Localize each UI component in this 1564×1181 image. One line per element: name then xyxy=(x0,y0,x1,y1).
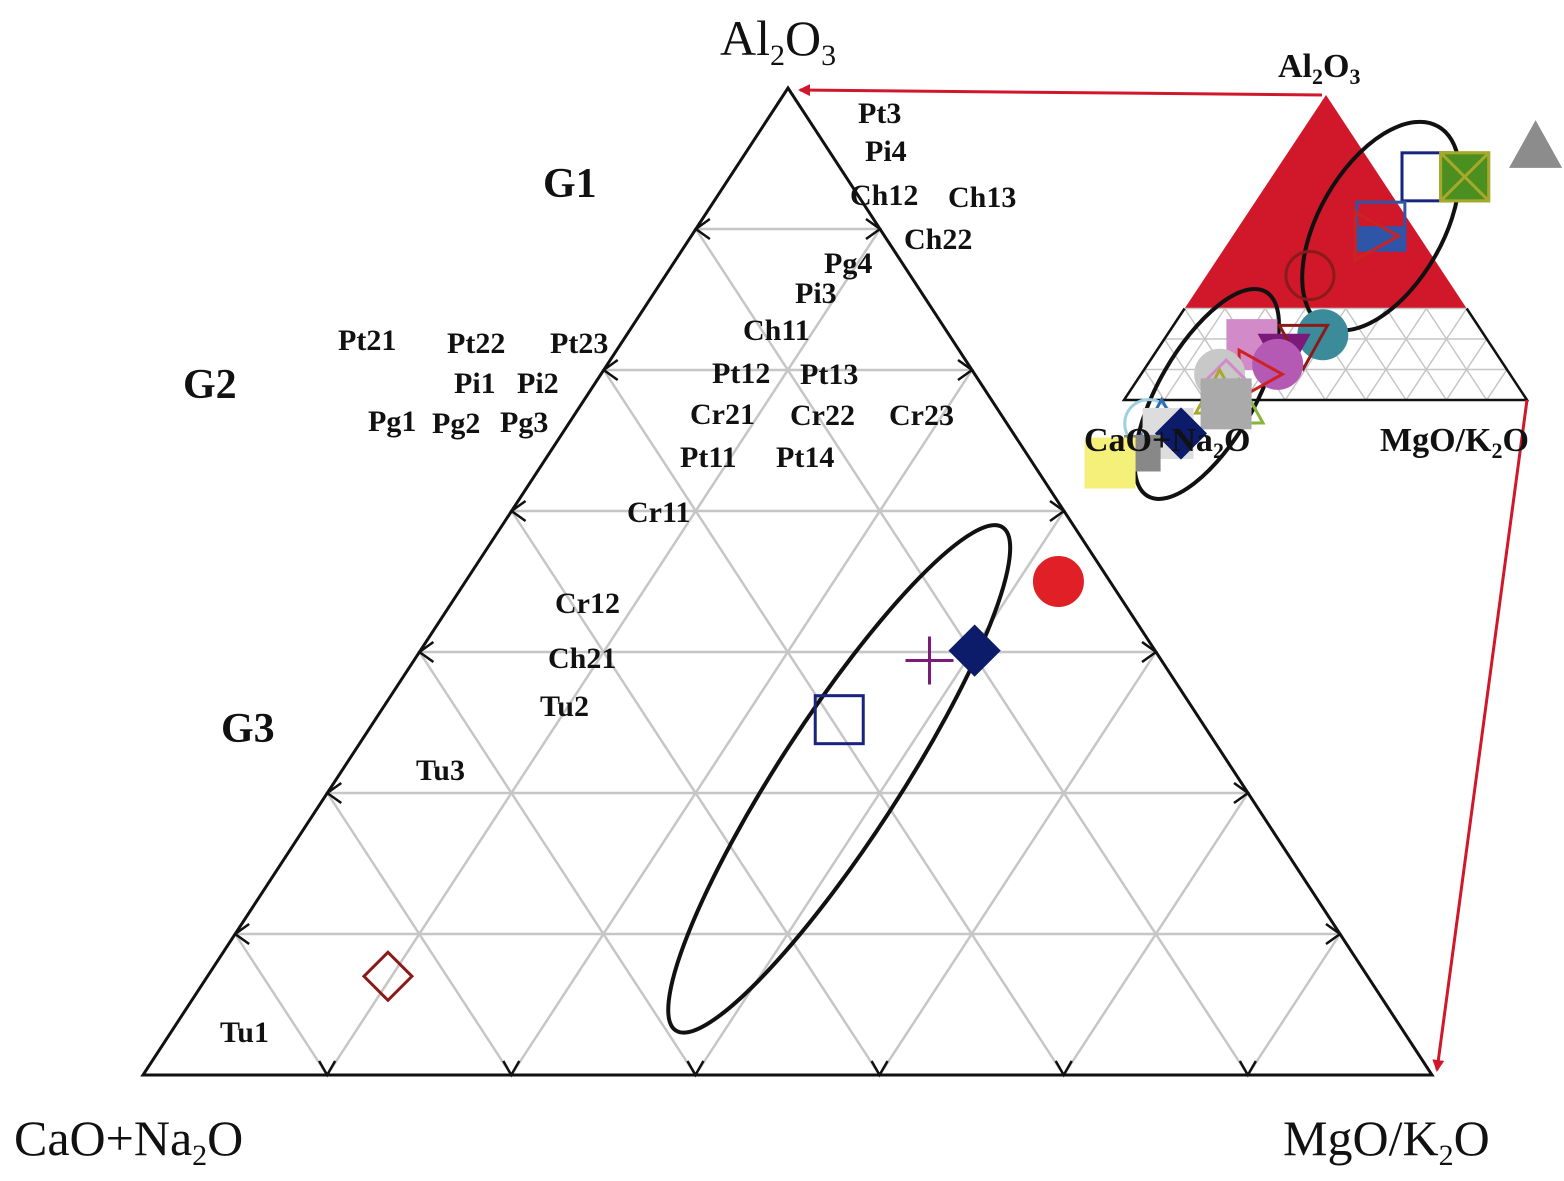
grid-lines xyxy=(234,227,1342,1076)
grid-line xyxy=(878,651,1158,1076)
point-label-ch13: Ch13 xyxy=(948,181,1016,214)
grid-line xyxy=(1246,933,1342,1076)
point-label-pt11: Pt11 xyxy=(680,441,737,474)
grid-line xyxy=(602,369,1065,1076)
point-label-ch12: Ch12 xyxy=(850,179,918,212)
point-label-tu1: Tu1 xyxy=(220,1016,269,1049)
inset-vertex-label-left: CaO+Na2O xyxy=(1084,422,1250,463)
point-pt11 xyxy=(1154,407,1208,460)
group-ellipse-g3 xyxy=(666,523,1013,1035)
point-label-pi1: Pi1 xyxy=(454,367,496,400)
point-label-pt23: Pt23 xyxy=(550,327,608,360)
arrow-to-mgo-k2o xyxy=(1432,399,1529,1072)
ternary-triangle-outline xyxy=(140,85,1435,1077)
point-cr12 xyxy=(1032,556,1084,607)
group-label-g2: G2 xyxy=(183,362,237,408)
group-label-g3: G3 xyxy=(221,706,275,752)
point-label-pg3: Pg3 xyxy=(500,406,548,439)
point-tu1 xyxy=(361,950,415,1003)
point-label-pt21: Pt21 xyxy=(338,324,396,357)
grid-line xyxy=(326,792,513,1076)
point-label-pi4: Pi4 xyxy=(865,135,907,168)
point-label-ch21: Ch21 xyxy=(548,642,616,675)
point-label-cr23: Cr23 xyxy=(889,399,954,432)
vertex-label-top: Al2O3 xyxy=(720,10,836,72)
inset-grid-line xyxy=(1163,308,1226,401)
point-tu2 xyxy=(905,636,954,685)
point-label-pt13: Pt13 xyxy=(800,358,858,391)
point-label-cr22: Cr22 xyxy=(790,399,855,432)
point-cr11 xyxy=(1084,437,1136,489)
inset-grid-line xyxy=(1163,338,1206,401)
vertex-label-right: MgO/K2O xyxy=(1283,1110,1490,1172)
inset-grid-line xyxy=(1425,308,1488,401)
point-tu3 xyxy=(813,694,865,746)
point-label-tu2: Tu2 xyxy=(540,690,589,723)
inset-grid-line xyxy=(1405,308,1468,401)
point-label-pi3: Pi3 xyxy=(795,277,837,310)
point-label-pg1: Pg1 xyxy=(368,405,416,438)
point-ch13-cross xyxy=(1439,151,1490,202)
grid-line xyxy=(418,651,697,1076)
point-label-pt3: Pt3 xyxy=(858,97,901,130)
point-label-pg4: Pg4 xyxy=(824,247,872,280)
point-label-ch22: Ch22 xyxy=(904,223,972,256)
point-cr23 xyxy=(1200,378,1252,430)
inset-vertex-label-top: Al2O3 xyxy=(1278,48,1360,89)
grid-line xyxy=(234,933,329,1076)
inset-grid-line xyxy=(1345,308,1407,401)
point-label-cr11: Cr11 xyxy=(627,496,690,529)
grid-line xyxy=(1062,792,1250,1076)
vertex-label-left: CaO+Na2O xyxy=(14,1110,243,1172)
point-pt3 xyxy=(1509,120,1563,168)
grid-line xyxy=(510,510,881,1076)
point-pi3 xyxy=(1284,250,1336,302)
point-label-pt12: Pt12 xyxy=(712,357,770,390)
data-points xyxy=(361,120,1563,1003)
inset-grid-line xyxy=(1486,369,1508,401)
group-label-g1: G1 xyxy=(543,161,597,207)
inset-triangle-outline xyxy=(1121,307,1530,402)
inset-vertex-label-right: MgO/K2O xyxy=(1380,422,1529,463)
grid-line xyxy=(510,369,974,1076)
inset-grid-line xyxy=(1143,369,1165,401)
point-pg4 xyxy=(1353,209,1402,263)
inset-grid-line xyxy=(1445,338,1488,401)
point-ch13 xyxy=(1439,151,1491,203)
point-label-cr21: Cr21 xyxy=(690,398,755,431)
point-label-pt22: Pt22 xyxy=(447,327,505,360)
arrow-to-al2o3 xyxy=(798,84,1323,97)
point-ch21 xyxy=(948,624,1001,677)
point-pt12 xyxy=(1252,338,1304,390)
point-label-pt14: Pt14 xyxy=(776,441,834,474)
point-label-tu3: Tu3 xyxy=(416,754,465,787)
inset-grid-line xyxy=(1385,308,1448,401)
point-label-pi2: Pi2 xyxy=(517,367,559,400)
point-label-pg2: Pg2 xyxy=(432,407,480,440)
inset-grid-line xyxy=(1324,308,1387,401)
point-label-cr12: Cr12 xyxy=(555,587,620,620)
point-label-ch11: Ch11 xyxy=(743,314,810,347)
inset-grid-line xyxy=(1365,308,1428,401)
